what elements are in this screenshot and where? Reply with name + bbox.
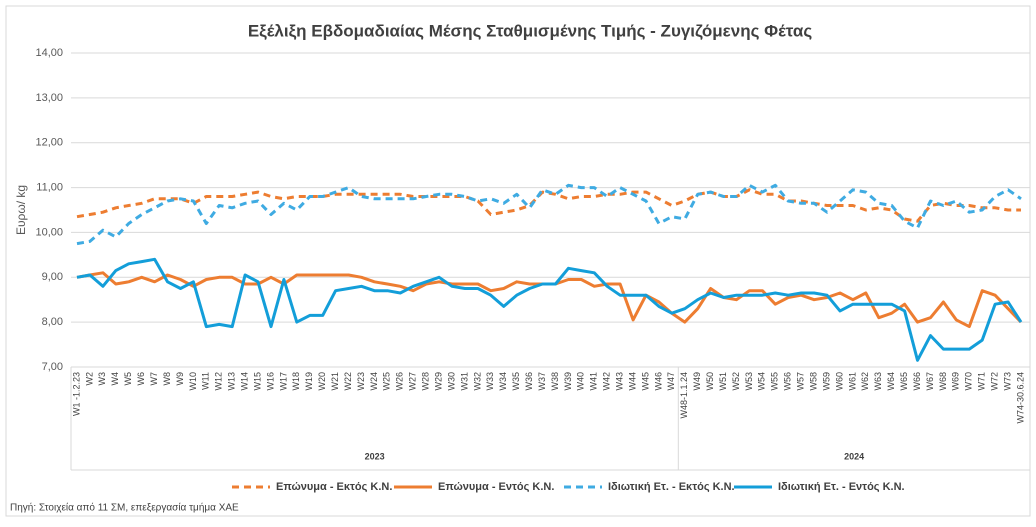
x-tick-label: W54 — [757, 372, 767, 391]
x-tick-label: W70 — [964, 372, 974, 391]
x-tick-label: W45 — [640, 372, 650, 391]
x-group-label: 2023 — [365, 451, 385, 461]
legend-label: Ιδιωτική Ετ. - Εντός Κ.Ν. — [778, 481, 905, 493]
x-tick-label: W44 — [627, 372, 637, 391]
x-tick-label: W72 — [990, 372, 1000, 391]
x-tick-label: W26 — [395, 372, 405, 391]
y-tick-label: 8,00 — [42, 316, 63, 328]
x-tick-label: W47 — [666, 372, 676, 391]
x-tick-label: W50 — [705, 372, 715, 391]
x-tick-label: W36 — [524, 372, 534, 391]
x-tick-label: W22 — [343, 372, 353, 391]
x-tick-label: W51 — [718, 372, 728, 391]
x-tick-label: W59 — [821, 372, 831, 391]
x-tick-label: W3 — [97, 372, 107, 386]
y-tick-label: 14,00 — [35, 47, 63, 59]
y-tick-label: 12,00 — [35, 137, 63, 149]
x-tick-label: W13 — [227, 372, 237, 391]
x-tick-label: W23 — [356, 372, 366, 391]
x-tick-label: W16 — [265, 372, 275, 391]
x-tick-label: W24 — [369, 372, 379, 391]
x-tick-label: W65 — [899, 372, 909, 391]
x-tick-label: W52 — [731, 372, 741, 391]
x-tick-label: W38 — [550, 372, 560, 391]
x-tick-label: W32 — [472, 372, 482, 391]
x-tick-label: W19 — [304, 372, 314, 391]
x-tick-label: W61 — [847, 372, 857, 391]
x-tick-label: W67 — [925, 372, 935, 391]
x-tick-label: W14 — [239, 372, 249, 391]
x-tick-label: W35 — [511, 372, 521, 391]
x-tick-label: W8 — [162, 372, 172, 386]
x-tick-label: W49 — [692, 372, 702, 391]
x-tick-label: W33 — [485, 372, 495, 391]
x-tick-label: W2 — [84, 372, 94, 386]
legend-label: Ιδιωτική Ετ. - Εκτός Κ.Ν. — [608, 481, 735, 493]
x-tick-label: W62 — [860, 372, 870, 391]
y-tick-label: 7,00 — [42, 361, 63, 373]
chart-title: Εξέλιξη Εβδομαδιαίας Μέσης Σταθμισμένης … — [248, 21, 813, 40]
x-tick-label: W57 — [796, 372, 806, 391]
x-tick-label: W9 — [175, 372, 185, 386]
legend-label: Επώνυμα - Εντός Κ.Ν. — [438, 481, 554, 493]
y-axis-label: Ευρω/ kg — [14, 185, 28, 235]
x-tick-label: W40 — [576, 372, 586, 391]
x-tick-label: W29 — [433, 372, 443, 391]
x-tick-label: W39 — [563, 372, 573, 391]
x-tick-label: W73 — [1002, 372, 1012, 391]
x-tick-label: W4 — [110, 372, 120, 386]
legend-label: Επώνυμα - Εκτός Κ.Ν. — [276, 481, 392, 493]
x-tick-label: W60 — [834, 372, 844, 391]
x-tick-label: W6 — [136, 372, 146, 386]
x-tick-label: W7 — [149, 372, 159, 386]
x-tick-label: W37 — [537, 372, 547, 391]
chart-frame — [5, 5, 1031, 517]
x-tick-label: W17 — [278, 372, 288, 391]
y-tick-label: 11,00 — [36, 181, 63, 193]
x-tick-label: W63 — [873, 372, 883, 391]
x-tick-label: W18 — [291, 372, 301, 391]
x-tick-label: W28 — [421, 372, 431, 391]
x-tick-label: W30 — [446, 372, 456, 391]
x-tick-label: W46 — [653, 372, 663, 391]
x-tick-label: W53 — [744, 372, 754, 391]
source-note: Πηγή: Στοιχεία από 11 ΣΜ, επεξεργασία τμ… — [10, 502, 239, 514]
x-tick-label: W20 — [317, 372, 327, 391]
y-tick-label: 9,00 — [42, 271, 63, 283]
x-tick-label: W31 — [459, 372, 469, 391]
x-tick-label: W27 — [408, 372, 418, 391]
x-tick-label: W66 — [912, 372, 922, 391]
x-tick-label: W71 — [977, 372, 987, 391]
x-tick-label: W15 — [252, 372, 262, 391]
x-tick-label: W69 — [951, 372, 961, 391]
x-tick-label: W5 — [123, 372, 133, 386]
x-group-label: 2024 — [844, 451, 864, 461]
x-tick-label: W12 — [214, 372, 224, 391]
series-line — [76, 257, 1023, 362]
x-tick-label: W64 — [886, 372, 896, 391]
x-tick-label: W74-30.6.24 — [1015, 372, 1025, 424]
x-tick-label: W55 — [770, 372, 780, 391]
x-tick-label: W10 — [188, 372, 198, 391]
x-tick-label: W41 — [589, 372, 599, 391]
x-tick-label: W43 — [614, 372, 624, 391]
x-tick-label: W48-1.1.24 — [679, 372, 689, 419]
x-tick-label: W21 — [330, 372, 340, 391]
y-tick-label: 10,00 — [35, 226, 63, 238]
x-tick-label: W11 — [201, 372, 211, 390]
x-tick-label: W68 — [938, 372, 948, 391]
x-tick-label: W25 — [382, 372, 392, 391]
x-tick-label: W56 — [783, 372, 793, 391]
x-tick-label: W42 — [602, 372, 612, 391]
x-tick-label: W58 — [808, 372, 818, 391]
y-tick-label: 13,00 — [35, 92, 63, 104]
x-tick-label: W34 — [498, 372, 508, 391]
x-tick-label: W1 -1.2.23 — [71, 372, 81, 416]
series-line — [76, 183, 1022, 246]
